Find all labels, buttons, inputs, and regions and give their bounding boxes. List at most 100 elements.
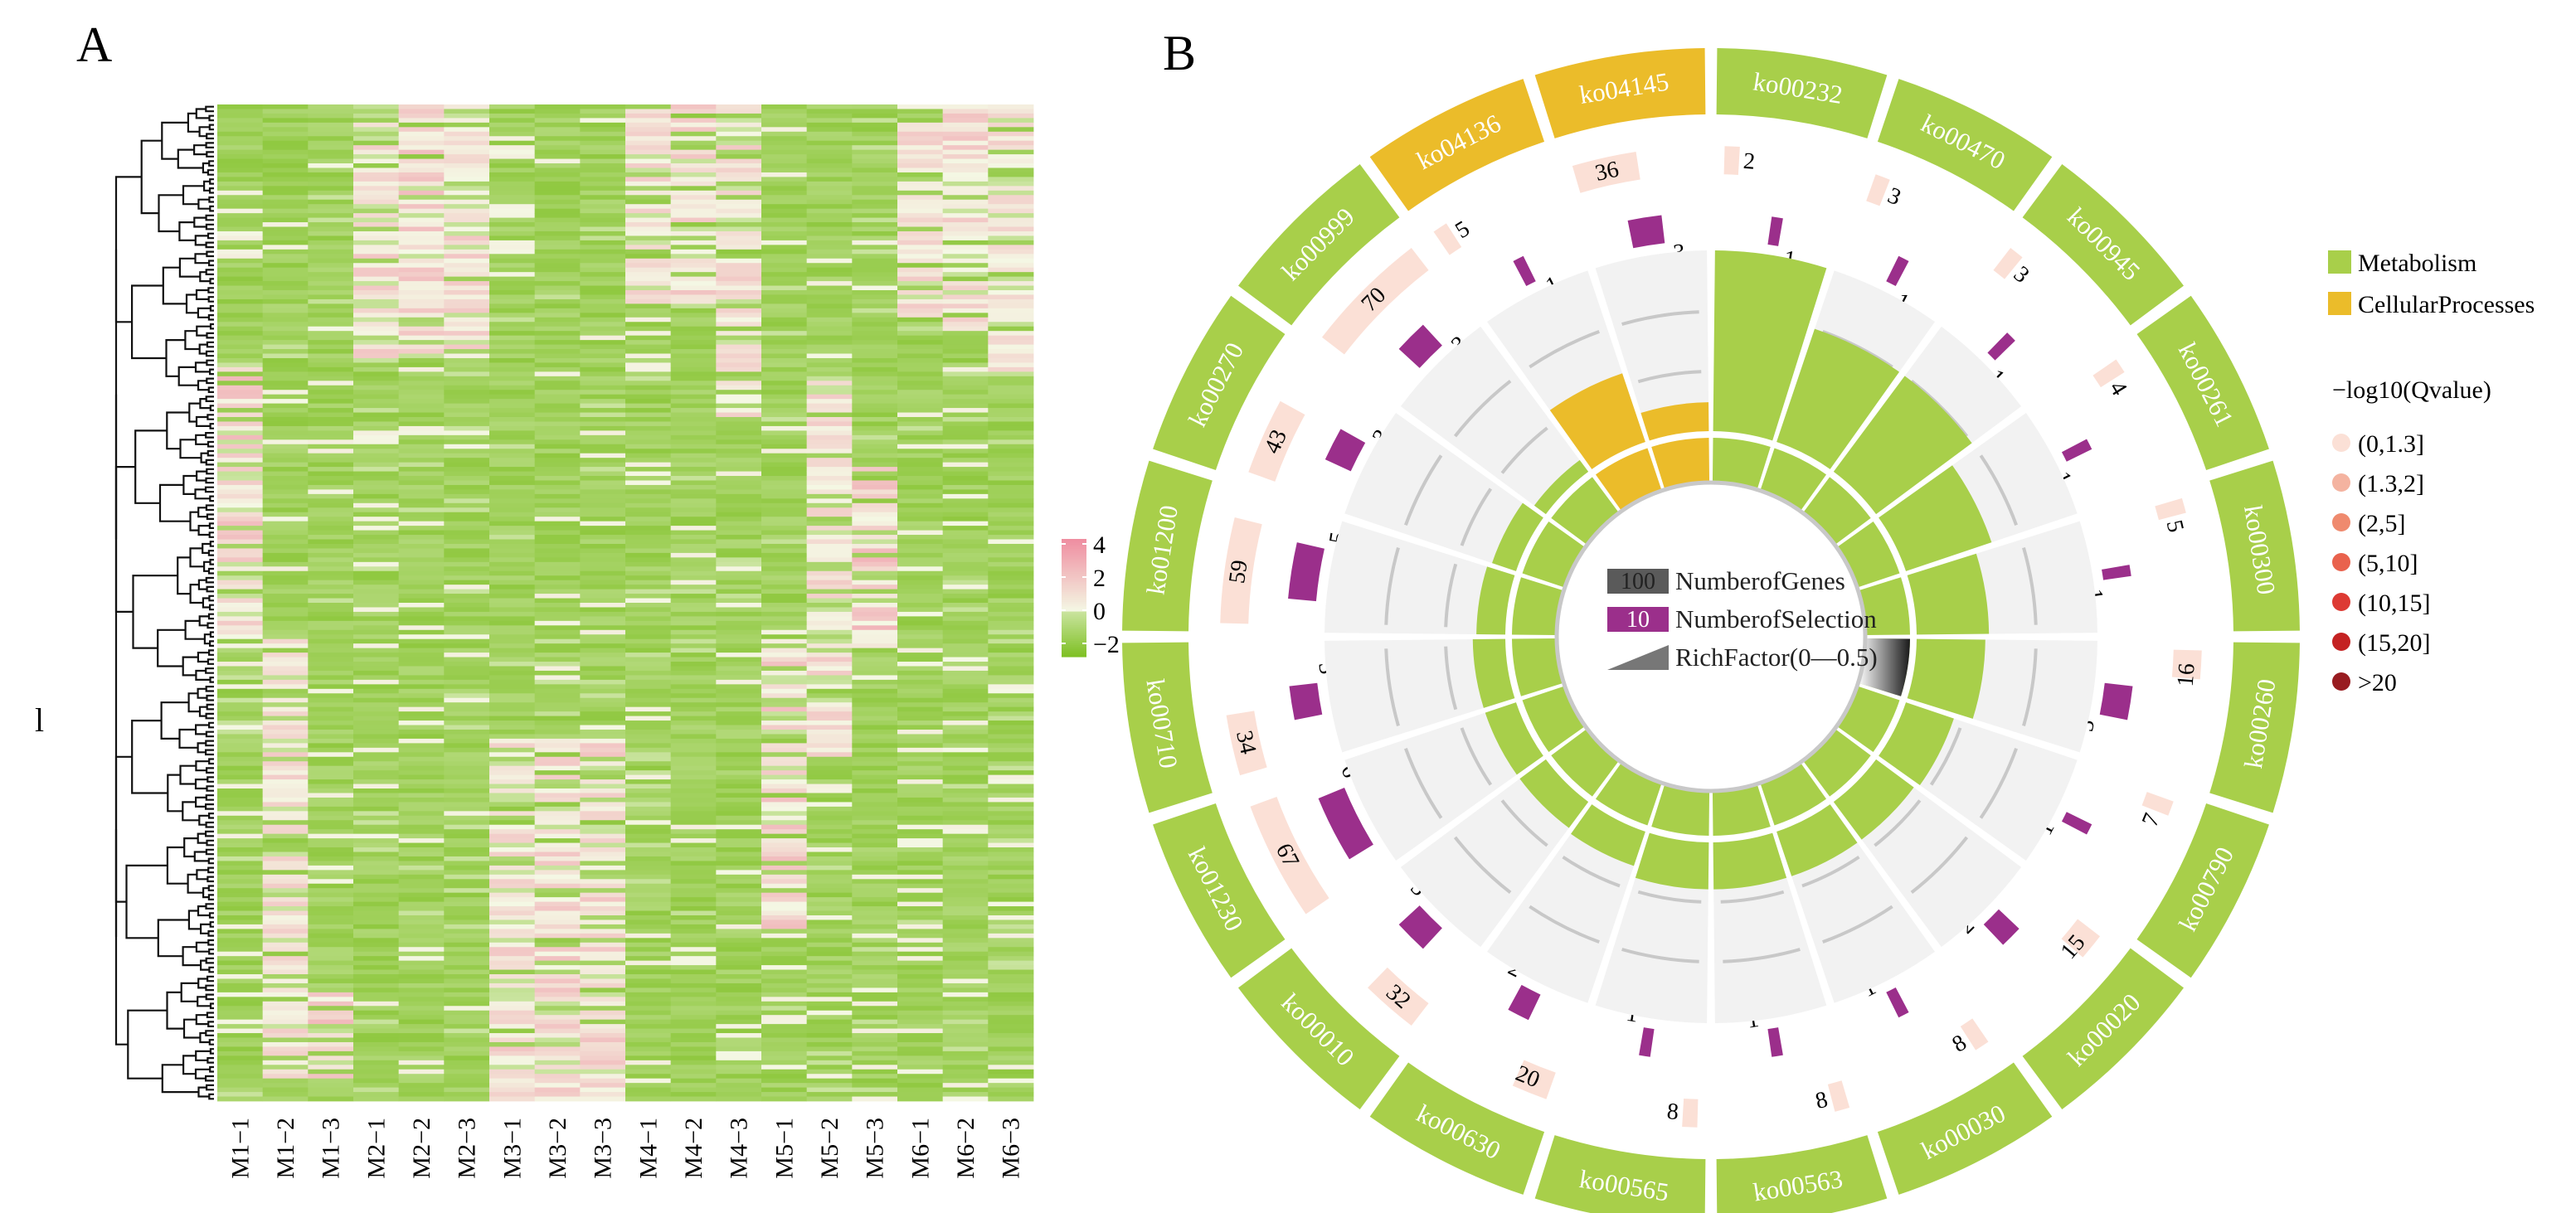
- heatmap-cell: [761, 806, 808, 812]
- heatmap-cell: [262, 643, 309, 649]
- heatmap-column-label: M5−2: [816, 1118, 843, 1179]
- heatmap-cell: [988, 1087, 1034, 1093]
- heatmap-cell: [580, 217, 626, 223]
- heatmap-cell: [262, 322, 309, 328]
- category-sector: [1369, 1062, 1545, 1195]
- heatmap-cell: [398, 1074, 445, 1080]
- heatmap-cell: [806, 131, 853, 137]
- heatmap-cell: [897, 806, 944, 812]
- heatmap-cell: [262, 381, 309, 386]
- heatmap-cell: [534, 983, 581, 988]
- heatmap-cell: [217, 249, 264, 255]
- heatmap-cell: [580, 1037, 626, 1043]
- heatmap-cell: [217, 938, 264, 944]
- heatmap-cell: [852, 317, 898, 323]
- heatmap-cell: [444, 721, 490, 725]
- heatmap-cell: [852, 802, 898, 808]
- qvalue-legend-label: (5,10]: [2358, 550, 2418, 577]
- genes-bar: [1723, 146, 1740, 175]
- heatmap-cell: [761, 453, 808, 459]
- heatmap-cell: [534, 471, 581, 477]
- heatmap-cell: [217, 140, 264, 146]
- heatmap-cell: [262, 711, 309, 716]
- heatmap-cell: [806, 978, 853, 984]
- heatmap-cell: [262, 313, 309, 318]
- heatmap-cell: [398, 874, 445, 880]
- heatmap-cell: [670, 566, 717, 572]
- heatmap-cell: [580, 865, 626, 871]
- heatmap-cell: [398, 997, 445, 1002]
- heatmap-cell: [806, 467, 853, 472]
- heatmap-cell: [897, 240, 944, 245]
- richfactor-gridline: [1621, 948, 1699, 963]
- heatmap-cell: [852, 467, 898, 472]
- heatmap-cell: [353, 616, 400, 622]
- heatmap-cell: [625, 734, 672, 740]
- heatmap-cell: [262, 425, 309, 431]
- colorbar-segment: [1062, 631, 1086, 634]
- heatmap-cell: [353, 965, 400, 970]
- heatmap-cell: [308, 992, 354, 997]
- heatmap-cell: [806, 349, 853, 354]
- heatmap-cell: [217, 502, 264, 508]
- heatmap-cell: [489, 394, 536, 400]
- heatmap-cell: [398, 915, 445, 920]
- heatmap-cell: [716, 1006, 762, 1012]
- heatmap-cell: [852, 476, 898, 481]
- heatmap-cell: [625, 303, 672, 309]
- heatmap-cell: [262, 942, 309, 948]
- colorbar-segment: [1062, 558, 1086, 561]
- heatmap-cell: [942, 670, 989, 676]
- heatmap-column-label: M3−2: [544, 1118, 571, 1179]
- heatmap-cell: [308, 892, 354, 898]
- heatmap-cell: [444, 366, 490, 372]
- heatmap-cell: [942, 140, 989, 146]
- heatmap-cell: [852, 1092, 898, 1097]
- heatmap-cell: [852, 543, 898, 549]
- heatmap-cell: [716, 498, 762, 504]
- heatmap-cell: [444, 607, 490, 613]
- heatmap-cell: [217, 806, 264, 812]
- heatmap-cell: [217, 462, 264, 468]
- heatmap-cell: [625, 385, 672, 391]
- heatmap-cell: [353, 254, 400, 260]
- heatmap-cell: [444, 643, 490, 649]
- heatmap-cell: [489, 213, 536, 218]
- heatmap-cell: [398, 815, 445, 821]
- heatmap-cell: [217, 230, 264, 236]
- heatmap-cell: [489, 833, 536, 839]
- heatmap-cell: [625, 1078, 672, 1084]
- heatmap-cell: [353, 498, 400, 504]
- heatmap-cell: [761, 638, 808, 644]
- heatmap-cell: [761, 629, 808, 635]
- heatmap-cell: [897, 910, 944, 916]
- heatmap-cell: [353, 797, 400, 803]
- heatmap-cell: [534, 938, 581, 944]
- heatmap-cell: [308, 847, 354, 852]
- heatmap-cell: [398, 806, 445, 812]
- dendrogram-branch: [205, 576, 214, 584]
- heatmap-cell: [489, 575, 536, 581]
- heatmap-cell: [353, 317, 400, 323]
- heatmap-cell: [262, 1015, 309, 1021]
- heatmap-cell: [670, 711, 717, 716]
- heatmap-cell: [353, 824, 400, 830]
- heatmap-cell: [670, 1006, 717, 1012]
- heatmap-cell: [988, 607, 1034, 613]
- heatmap-cell: [580, 910, 626, 916]
- heatmap-cell: [534, 140, 581, 146]
- heatmap-cell: [625, 620, 672, 626]
- heatmap-cell: [262, 629, 309, 635]
- colorbar-segment: [1062, 598, 1086, 600]
- heatmap-cell: [398, 648, 445, 653]
- heatmap-cell: [580, 974, 626, 979]
- dendrogram-branch: [182, 801, 200, 822]
- heatmap-cell: [988, 929, 1034, 934]
- heatmap-cell: [444, 561, 490, 567]
- heatmap-cell: [489, 756, 536, 762]
- heatmap-cell: [761, 258, 808, 264]
- heatmap-cell: [580, 449, 626, 454]
- heatmap-cell: [852, 399, 898, 404]
- heatmap-cell: [262, 1096, 309, 1102]
- heatmap-cell: [942, 901, 989, 907]
